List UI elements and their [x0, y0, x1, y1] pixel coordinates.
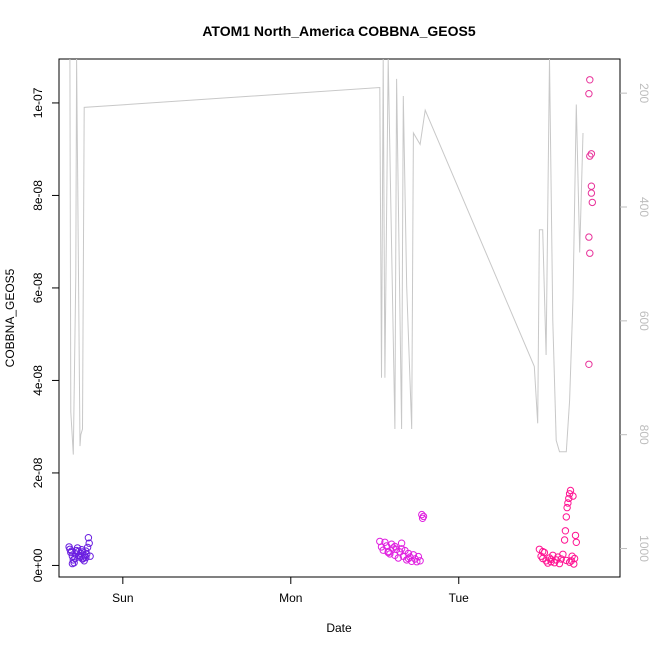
data-point: [563, 503, 571, 512]
data-point: [586, 249, 594, 257]
data-point: [82, 553, 90, 562]
x-axis-label: Date: [326, 621, 352, 635]
data-point: [585, 233, 593, 241]
x-tick-label: Tue: [449, 591, 470, 605]
data-point: [386, 550, 394, 558]
data-point: [561, 527, 570, 535]
data-point: [569, 492, 577, 500]
data-point: [381, 538, 389, 546]
data-point: [560, 536, 569, 544]
data-point: [588, 198, 596, 207]
y-axis-label: COBBNA_GEOS5: [3, 268, 17, 367]
data-point: [397, 539, 406, 547]
data-point: [585, 90, 593, 98]
data-point: [404, 549, 413, 558]
data-point: [568, 552, 576, 560]
data-point: [66, 545, 74, 553]
data-point: [78, 555, 87, 563]
data-point: [587, 189, 596, 197]
data-point: [397, 545, 406, 553]
x-tick-label: Mon: [279, 591, 302, 605]
data-point: [391, 542, 399, 551]
data-point: [384, 548, 392, 557]
data-point: [557, 555, 565, 563]
data-point: [586, 152, 594, 160]
y-axis: 0e+00 2e-08 4e-08 6e-08 8e-08 1e-07: [31, 87, 59, 582]
data-point: [85, 539, 93, 547]
x-axis: Sun Mon Tue: [112, 577, 469, 605]
y2-axis: 200 400 600 800 1000: [620, 83, 650, 562]
y-tick-label: 6e-08: [31, 272, 45, 303]
data-point: [571, 531, 580, 540]
data-point: [570, 554, 579, 563]
data-point: [586, 76, 594, 84]
data-point: [68, 559, 77, 568]
plot-frame: [58, 58, 621, 578]
chart-title: ATOM1 North_America COBBNA_GEOS5: [202, 23, 476, 39]
y-tick-label: 0e+00: [31, 548, 45, 582]
data-point: [86, 552, 94, 560]
data-point: [562, 513, 570, 521]
data-point: [414, 552, 423, 561]
data-point: [570, 560, 578, 568]
x-tick-label: Sun: [112, 591, 133, 605]
points-layer: [65, 76, 596, 568]
y-tick-label: 1e-07: [31, 87, 45, 118]
data-point: [84, 534, 93, 542]
data-point: [404, 554, 413, 563]
data-point: [587, 150, 596, 158]
y2-tick-label: 600: [637, 311, 650, 331]
data-point: [555, 559, 564, 568]
data-point: [413, 558, 421, 566]
data-point: [559, 550, 567, 558]
y-tick-label: 4e-08: [31, 365, 45, 396]
data-point: [565, 558, 574, 566]
data-point: [83, 543, 92, 552]
data-point: [585, 360, 593, 368]
data-point: [565, 494, 573, 503]
altitude-line: [69, 58, 584, 455]
data-point: [416, 557, 424, 565]
data-point: [419, 512, 428, 521]
y2-tick-label: 400: [637, 197, 650, 217]
data-point: [539, 547, 547, 556]
y2-tick-label: 200: [637, 83, 650, 103]
y2-tick-label: 1000: [637, 535, 650, 562]
data-point: [389, 544, 397, 552]
data-point: [587, 182, 596, 190]
y2-tick-label: 800: [637, 425, 650, 445]
data-point: [418, 510, 426, 519]
data-point: [572, 538, 580, 546]
data-point: [564, 499, 572, 507]
y-tick-label: 8e-08: [31, 180, 45, 211]
data-point: [73, 544, 82, 552]
y-tick-label: 2e-08: [31, 457, 45, 488]
data-point: [409, 551, 418, 559]
altitude-line-layer: [69, 58, 584, 455]
data-point: [547, 555, 555, 564]
